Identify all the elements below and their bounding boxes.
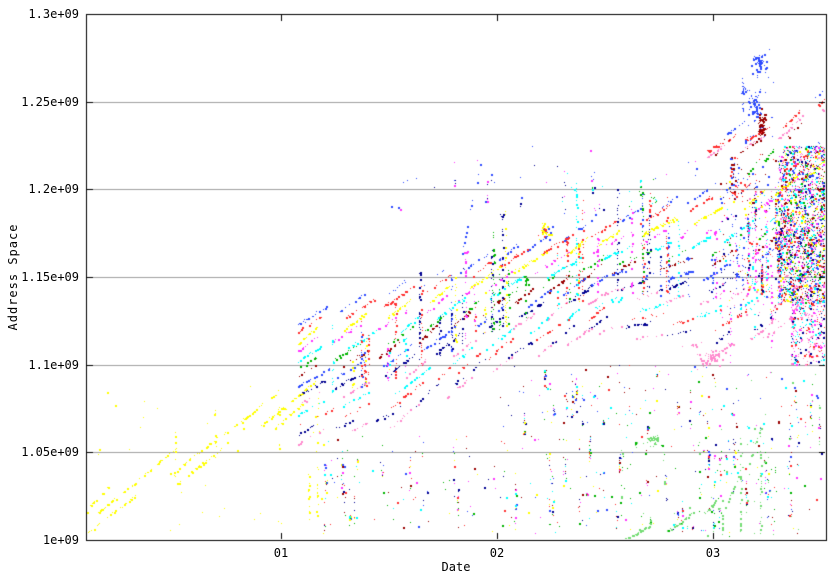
- y-tick-label-1e09: 1e+09: [42, 533, 79, 547]
- y-axis-title: Address Space: [6, 223, 20, 331]
- y-tick-label-115e09: 1.15e+09: [21, 270, 79, 284]
- y-tick-label-105e09: 1.05e+09: [21, 445, 79, 460]
- y-tick-label-12e09: 1.2e+09: [28, 182, 79, 197]
- x-tick-label-03: 03: [705, 546, 721, 560]
- x-tick-label-01: 01: [273, 546, 289, 560]
- x-tick-label-02: 02: [489, 546, 505, 560]
- x-axis-title: Date: [441, 560, 471, 574]
- y-tick-label-11e09: 1.1e+09: [28, 357, 79, 372]
- y-tick-label-13e09: 1.3e+09: [28, 7, 79, 21]
- y-tick-label-125e09: 1.25e+09: [21, 94, 79, 109]
